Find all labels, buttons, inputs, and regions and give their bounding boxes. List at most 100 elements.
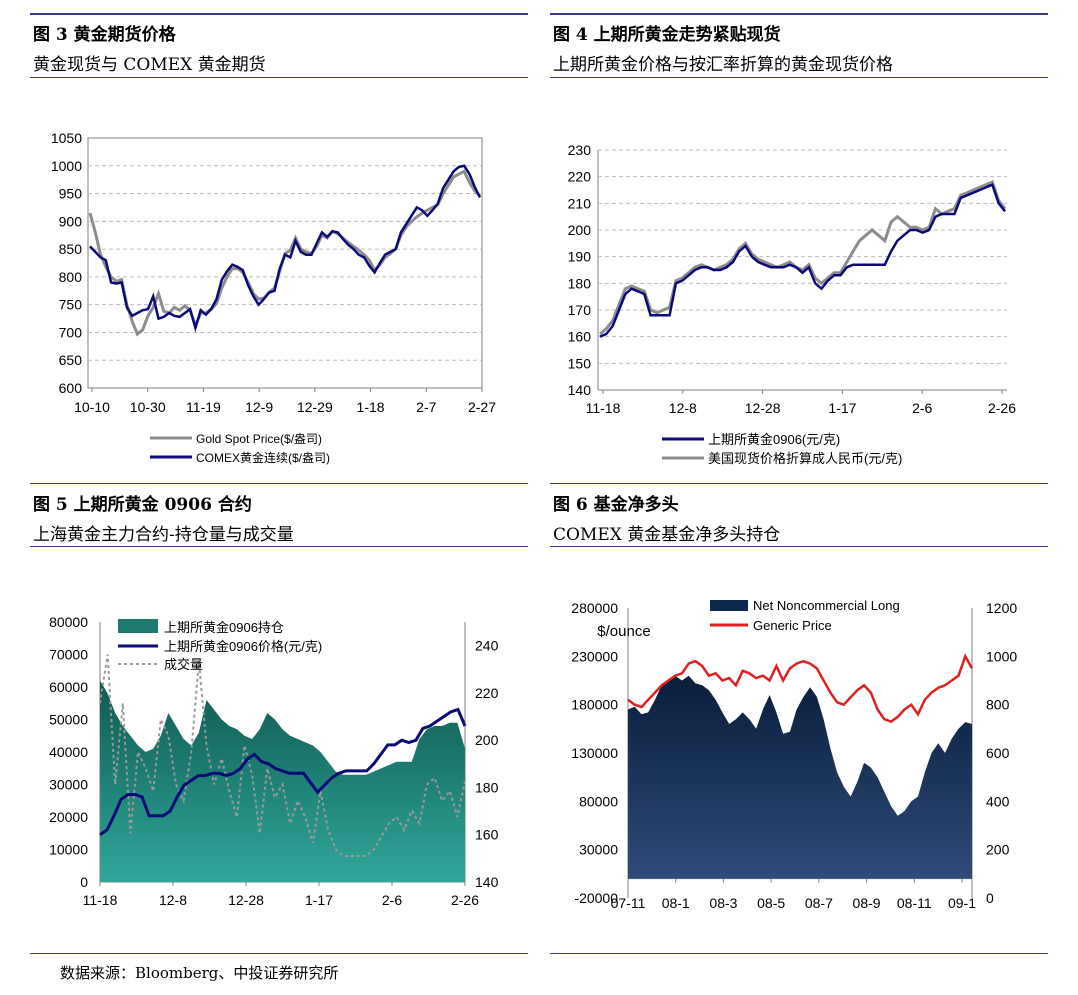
y-right-tick-label: 180 xyxy=(475,779,499,795)
y-tick-label: 1050 xyxy=(51,130,82,146)
legend-label: 上期所黄金0906(元/克) xyxy=(708,432,840,447)
x-tick-label: 1-17 xyxy=(828,400,856,416)
bottom-rule-left xyxy=(30,953,528,954)
y-left-tick-label: 10000 xyxy=(49,842,88,858)
y-tick-label: 220 xyxy=(568,169,592,185)
x-tick-label: 10-30 xyxy=(130,399,166,415)
source-note: 数据来源：Bloomberg、中投证券研究所 xyxy=(60,964,339,982)
y-tick-label: 600 xyxy=(59,380,83,396)
y-tick-label: 200 xyxy=(568,222,592,238)
x-tick-label: 11-19 xyxy=(186,399,221,415)
y-tick-label: 190 xyxy=(568,249,592,265)
legend-label: Generic Price xyxy=(753,618,832,633)
legend-label: COMEX黄金连续($/盎司) xyxy=(196,450,330,465)
x-tick-label: 2-6 xyxy=(382,892,402,908)
y-tick-label: 800 xyxy=(59,269,83,285)
figure-3-title: 图 3 黄金期货价格 xyxy=(33,25,176,45)
figure-5-subtitle: 上海黄金主力合约-持仓量与成交量 xyxy=(33,525,294,545)
y-right-tick-label: 140 xyxy=(475,874,499,890)
y-left-tick-label: 20000 xyxy=(49,809,88,825)
y-right-tick-label: 800 xyxy=(986,697,1010,713)
y-left-tick-label: 230000 xyxy=(571,648,618,664)
legend-label: 上期所黄金0906价格(元/克) xyxy=(164,639,322,654)
x-tick-label: 08-7 xyxy=(805,895,833,911)
x-tick-label: 2-7 xyxy=(416,399,436,415)
x-tick-label: 08-3 xyxy=(709,895,737,911)
series-line-volume xyxy=(99,654,466,857)
top-rule-left xyxy=(30,13,528,15)
y-tick-label: 210 xyxy=(568,195,592,211)
y-tick-label: 140 xyxy=(568,382,592,398)
x-tick-label: 2-26 xyxy=(988,400,1016,416)
y-left-tick-label: 60000 xyxy=(49,679,88,695)
y-right-tick-label: 200 xyxy=(475,732,499,748)
header-rule-left-1 xyxy=(30,77,528,78)
plot-area xyxy=(87,137,483,389)
area-open-interest xyxy=(100,680,465,882)
y-tick-label: 850 xyxy=(59,241,83,257)
y-left-tick-label: 70000 xyxy=(49,647,88,663)
x-tick-label: 1-18 xyxy=(357,399,385,415)
x-tick-label: 12-29 xyxy=(297,399,333,415)
y-right-tick-label: 200 xyxy=(986,842,1010,858)
header-rule-right-1 xyxy=(550,77,1048,78)
x-tick-label: 12-9 xyxy=(245,399,273,415)
y-left-tick-label: 0 xyxy=(80,874,88,890)
header-rule-left-2 xyxy=(30,546,528,547)
x-tick-label: 2-27 xyxy=(468,399,496,415)
legend-label: 美国现货价格折算成人民币(元/克) xyxy=(708,451,902,466)
y-left-tick-label: 30000 xyxy=(579,842,618,858)
figure-6-subtitle: COMEX 黄金基金净多头持仓 xyxy=(553,525,781,545)
figure-3-subtitle: 黄金现货与 COMEX 黄金期货 xyxy=(33,55,266,75)
series-line-spot-rmb xyxy=(599,179,1007,336)
y-right-tick-label: 240 xyxy=(475,638,499,654)
chart-shfe-0906-contract: 0 10000 20000 30000 40000 50000 60000 70000 8000… xyxy=(49,614,499,908)
figure-4-subtitle: 上期所黄金价格与按汇率折算的黄金现货价格 xyxy=(553,55,893,75)
y-left-tick-label: 50000 xyxy=(49,712,88,728)
y-tick-label: 1000 xyxy=(51,158,82,174)
legend-label: Net Noncommercial Long xyxy=(753,598,900,613)
x-tick-label: 1-17 xyxy=(305,892,333,908)
legend-swatch xyxy=(710,600,748,611)
y-tick-label: 900 xyxy=(59,213,83,229)
y-right-tick-label: 1000 xyxy=(986,648,1017,664)
top-rule-right xyxy=(550,13,1048,15)
x-tick-label: 2-6 xyxy=(912,400,932,416)
y-tick-label: 180 xyxy=(568,275,592,291)
figure-4-title: 图 4 上期所黄金走势紧贴现货 xyxy=(553,25,781,45)
y-left-tick-label: 80000 xyxy=(579,793,618,809)
y-right-tick-label: 220 xyxy=(475,685,499,701)
x-tick-label: 12-28 xyxy=(228,892,264,908)
series-line-comex xyxy=(89,164,482,333)
area-net-long xyxy=(628,675,972,879)
x-tick-label: 12-28 xyxy=(745,400,781,416)
x-tick-label: 2-26 xyxy=(451,892,479,908)
y-left-tick-label: -20000 xyxy=(574,890,618,906)
y-right-tick-label: 400 xyxy=(986,793,1010,809)
legend-label: 成交量 xyxy=(164,657,203,672)
x-tick-label: 09-1 xyxy=(948,895,976,911)
y-right-tick-label: 160 xyxy=(475,827,499,843)
mid-rule-left xyxy=(30,483,528,484)
y-tick-label: 230 xyxy=(568,142,592,158)
y-tick-label: 150 xyxy=(568,355,592,371)
chart-gold-futures: 600 650 700 750 800 850 900 950 1000 1050 10-10 10-… xyxy=(51,130,496,465)
x-tick-label: 07-11 xyxy=(611,895,646,911)
bottom-rule-right xyxy=(550,953,1048,954)
legend-label: 上期所黄金0906持仓 xyxy=(164,620,284,635)
x-tick-label: 11-18 xyxy=(586,400,621,416)
x-tick-label: 08-9 xyxy=(853,895,881,911)
x-tick-label: 08-5 xyxy=(757,895,785,911)
y-left-tick-label: 130000 xyxy=(571,745,618,761)
mid-rule-right xyxy=(550,483,1048,484)
x-tick-label: 08-11 xyxy=(897,895,932,911)
figure-6-title: 图 6 基金净多头 xyxy=(553,495,679,515)
x-tick-label: 12-8 xyxy=(669,400,697,416)
y-tick-label: 950 xyxy=(59,186,83,202)
y-tick-label: 170 xyxy=(568,302,592,318)
y-tick-label: 750 xyxy=(59,297,83,313)
y-unit-label: $/ounce xyxy=(597,623,650,640)
y-right-tick-label: 0 xyxy=(986,890,994,906)
y-right-tick-label: 1200 xyxy=(986,600,1017,616)
chart-shfe-gold-vs-spot: 140 150 160 170 180 190 200 210 220 230 11-18 12-8 1… xyxy=(568,142,1017,466)
